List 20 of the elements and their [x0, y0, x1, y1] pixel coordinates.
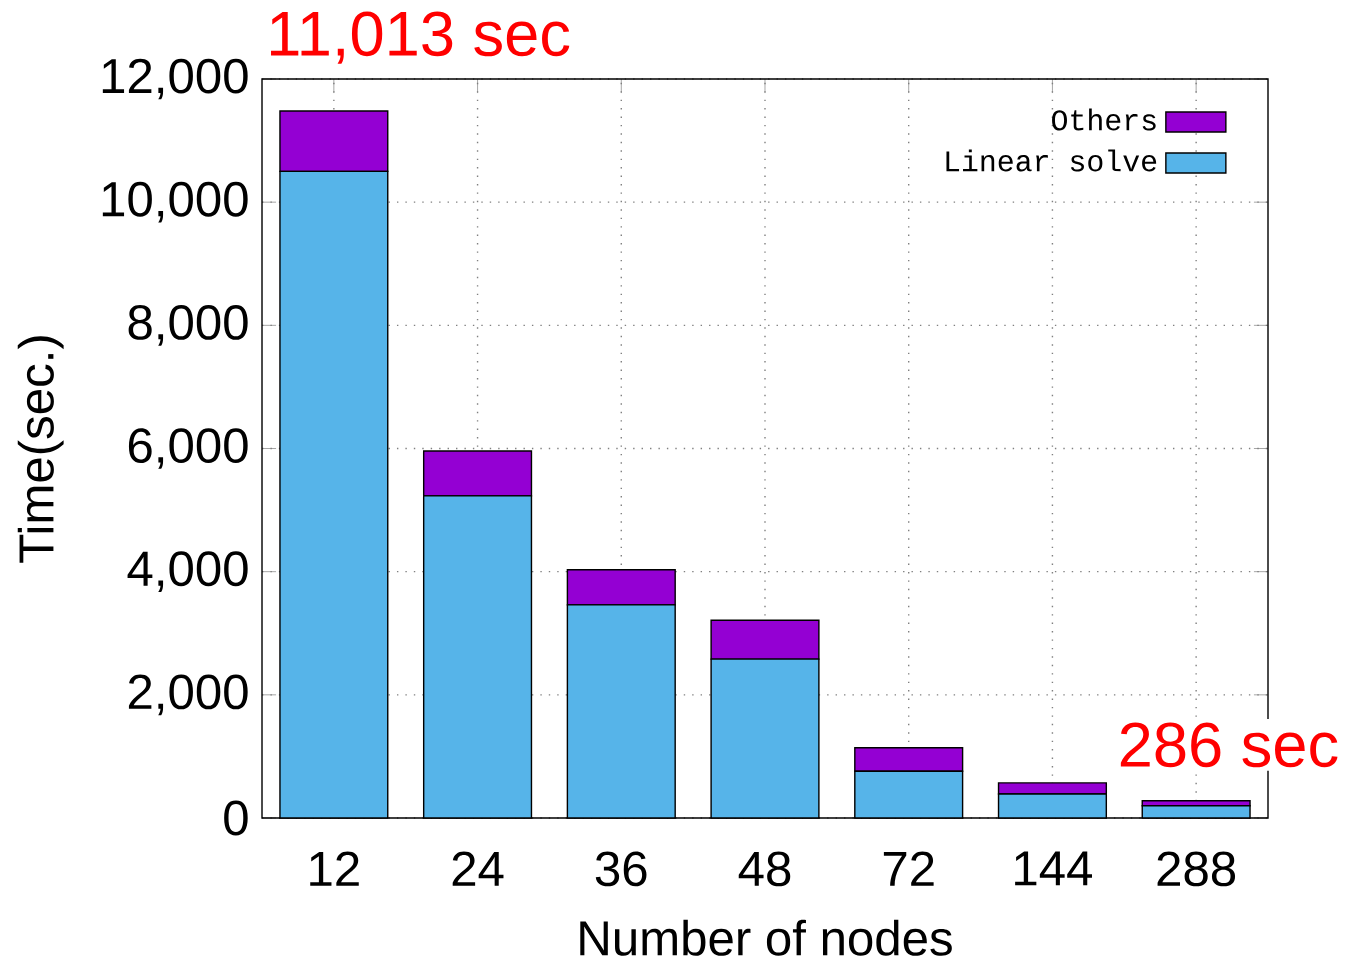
y-axis-title: Time(sec.) — [17, 336, 64, 563]
y-tick-label: 12,000 — [102, 58, 248, 100]
y-tick-label: 6,000 — [128, 428, 248, 469]
x-tick-label: 36 — [595, 851, 647, 887]
annotation: 286 sec — [1120, 722, 1338, 768]
text: 11,013 sec — [271, 11, 570, 64]
x-tick-label: 72 — [883, 851, 934, 886]
legend-label: Linear solve — [946, 149, 1157, 172]
y-tick-label: 8,000 — [128, 304, 248, 346]
x-tick-label: 12 — [310, 851, 359, 886]
y-tick-label: 2,000 — [128, 674, 248, 716]
x-axis-title: Number of nodes — [580, 919, 952, 956]
x-tick-label: 24 — [452, 851, 504, 886]
y-tick-label: 10,000 — [102, 181, 248, 223]
x-tick-label: 48 — [738, 851, 791, 887]
x-tick-label: 144 — [1015, 851, 1092, 886]
y-tick-label: 0 — [224, 800, 248, 836]
legend-label: Others — [1052, 108, 1156, 131]
y-tick-label: 4,000 — [127, 551, 248, 592]
x-tick-label: 288 — [1157, 851, 1236, 887]
